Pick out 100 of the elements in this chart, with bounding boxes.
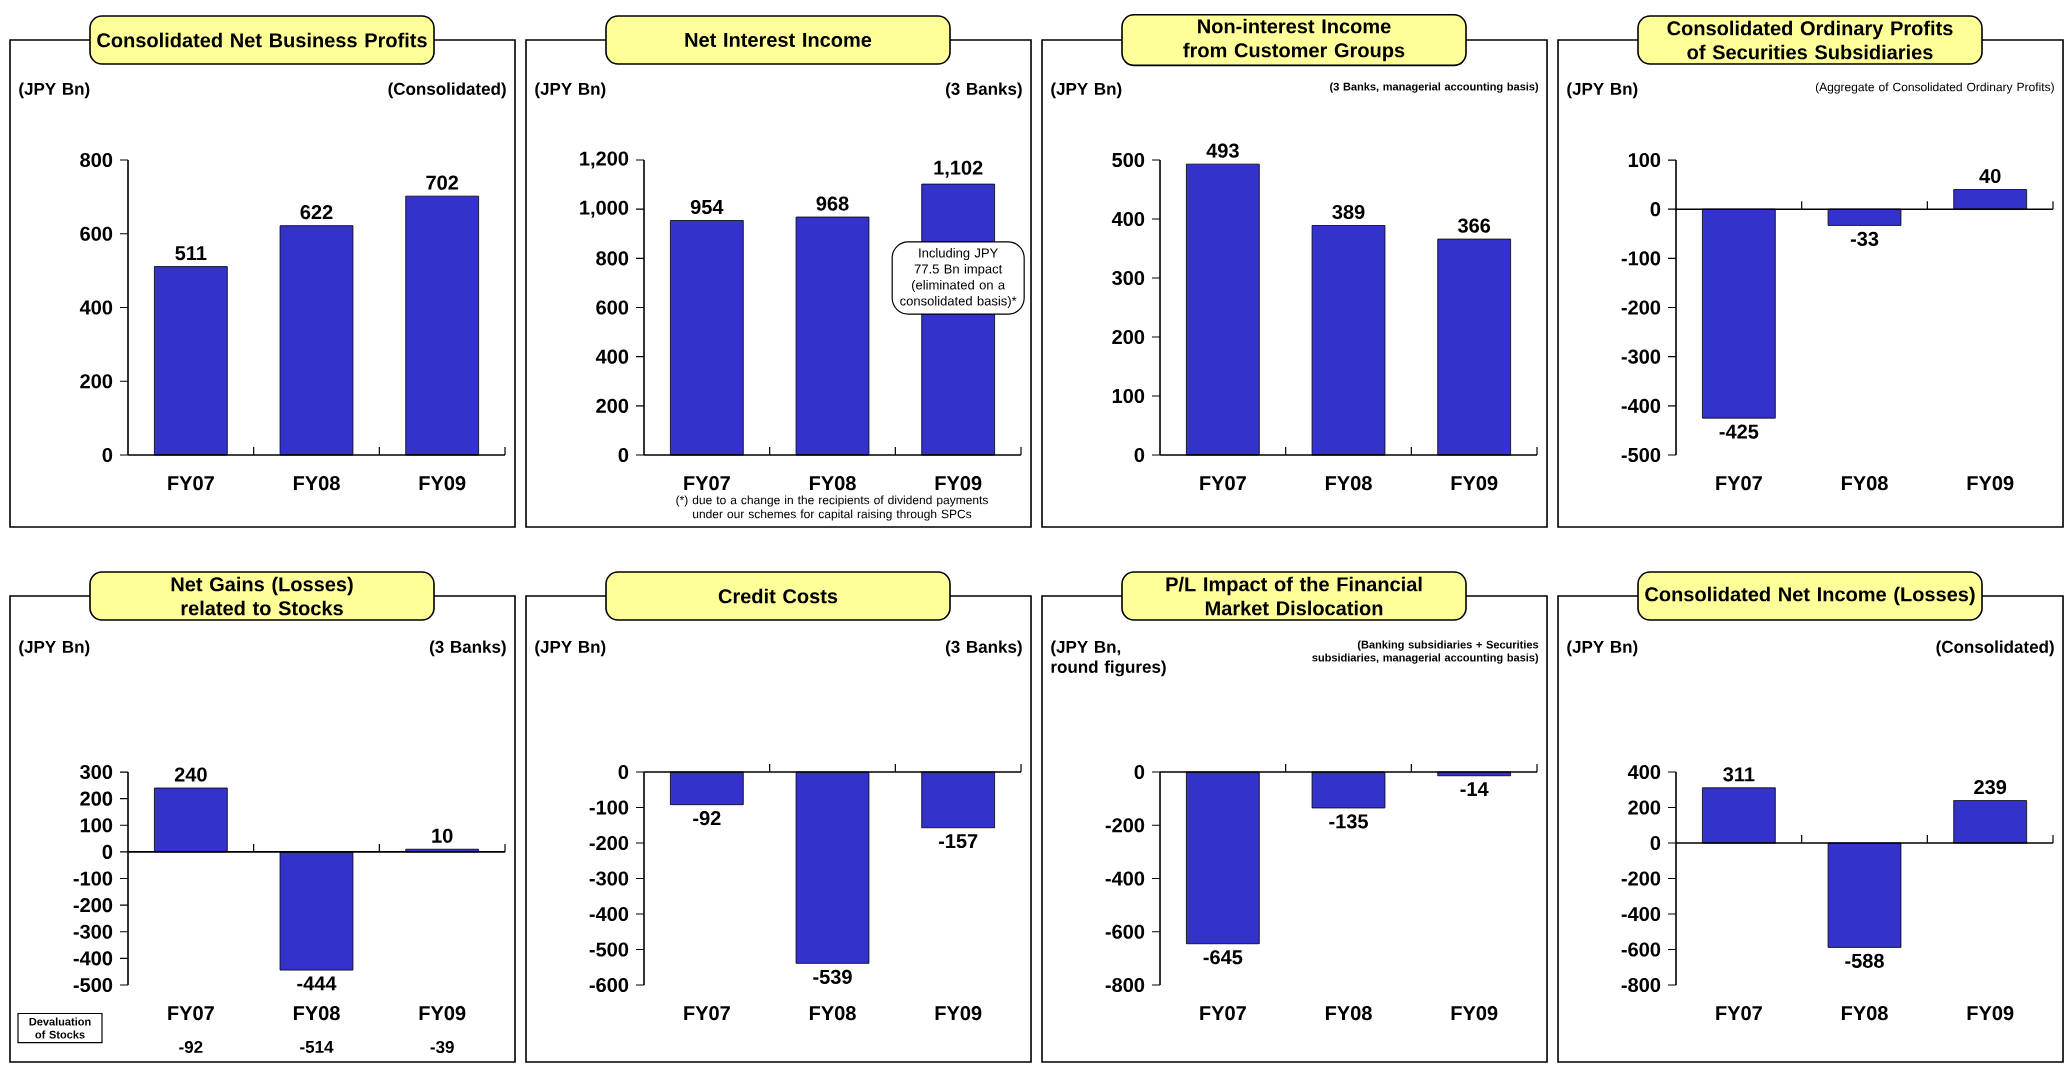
y-tick-label: -300 (589, 871, 629, 886)
chart-title: P/L Impact of the Financial Market Dislocation (1166, 576, 1422, 616)
data-label: -539 (813, 969, 852, 984)
x-tick-label: FY09 (935, 1006, 982, 1021)
chart-title: Consolidated Net Income (Losses) (1645, 586, 1975, 606)
y-tick-label: 400 (79, 300, 113, 315)
text: -39 (430, 1041, 454, 1054)
y-tick-label: -400 (589, 906, 629, 922)
y-tick-label: 800 (596, 251, 629, 266)
y-tick-label: -500 (589, 942, 629, 957)
x-tick-label: FY09 (419, 1006, 466, 1021)
y-axis-title: (JPY Bn) (1567, 640, 1638, 657)
y-tick-label: -400 (1105, 871, 1145, 886)
y-tick-label: -200 (1621, 871, 1661, 886)
data-label: -425 (1719, 424, 1759, 439)
y-tick-label: -500 (1621, 447, 1661, 463)
y-tick-label: -600 (589, 977, 629, 993)
x-tick-label: FY09 (419, 476, 466, 491)
data-label: -33 (1850, 231, 1879, 246)
y-tick-label: 600 (80, 226, 113, 241)
y-tick-label: 200 (1112, 329, 1145, 345)
chart-title: Consolidated Net Business Profits (97, 32, 427, 48)
chart-title: Non-interest Income from Customer Groups (1183, 18, 1405, 62)
y-tick-label: 200 (80, 791, 113, 806)
y-tick-label: 0 (1134, 447, 1145, 463)
chart-title: Consolidated Ordinary Profits of Securities Subsidiaries (1667, 20, 1953, 60)
y-tick-label: -300 (1621, 349, 1661, 364)
data-label: -135 (1329, 814, 1368, 829)
x-tick-label: FY07 (1716, 476, 1762, 491)
y-tick-label: -400 (1621, 906, 1661, 922)
x-tick-label: FY07 (1716, 1006, 1762, 1021)
data-label: -588 (1845, 953, 1884, 968)
y-axis-title: (JPY Bn, round figures) (1051, 640, 1166, 677)
data-label: 10 (432, 828, 453, 843)
x-tick-label: FY07 (684, 1006, 730, 1021)
y-tick-label: 400 (1627, 764, 1661, 780)
data-label: 968 (816, 196, 849, 211)
x-tick-label: FY08 (1841, 476, 1888, 491)
data-label: 622 (300, 205, 333, 220)
y-tick-label: 200 (80, 374, 113, 389)
y-tick-label: -800 (1621, 977, 1661, 993)
x-tick-label: FY09 (1451, 1006, 1498, 1021)
y-tick-label: -300 (73, 924, 113, 939)
y-tick-label: 0 (1134, 764, 1145, 780)
y-tick-label: 0 (102, 844, 113, 859)
x-tick-label: FY09 (1967, 1006, 2014, 1021)
x-tick-label: FY07 (1200, 476, 1246, 491)
y-tick-label: 500 (1112, 152, 1145, 168)
x-tick-label: FY09 (935, 476, 982, 491)
y-tick-label: -200 (1105, 818, 1145, 833)
chart-title: Net Gains (Losses) related to Stocks (171, 576, 353, 616)
data-label: -92 (693, 811, 721, 826)
y-axis-title: (JPY Bn) (1051, 82, 1122, 99)
data-label: 311 (1723, 767, 1755, 782)
y-tick-label: -100 (1621, 251, 1661, 266)
chart-subtitle: (3 Banks, managerial accounting basis) (1330, 82, 1539, 93)
y-axis-title: (JPY Bn) (1567, 82, 1638, 99)
y-tick-label: 100 (1112, 388, 1145, 404)
y-tick-label: 200 (1628, 800, 1661, 815)
y-axis-title: (JPY Bn) (19, 640, 90, 657)
x-tick-label: FY08 (809, 1006, 856, 1021)
chart-title: Credit Costs (718, 588, 838, 604)
chart-subtitle: (3 Banks) (945, 640, 1022, 657)
y-tick-label: 1,200 (580, 151, 629, 169)
data-label: 493 (1206, 143, 1239, 158)
text: -514 (300, 1041, 334, 1053)
y-tick-label: 400 (1111, 211, 1145, 227)
y-tick-label: 200 (596, 398, 629, 413)
data-label: 389 (1332, 204, 1365, 220)
y-tick-label: 400 (595, 349, 629, 364)
x-tick-label: FY08 (293, 476, 340, 491)
y-tick-label: -400 (73, 951, 113, 966)
y-tick-label: -200 (73, 898, 113, 913)
data-label: -645 (1203, 950, 1243, 965)
y-tick-label: -500 (73, 977, 113, 993)
text: (*) due to a change in the recipients of dividend payments under our schemes for capital raising through SPCs (676, 495, 988, 521)
y-axis-title: (JPY Bn) (19, 82, 90, 99)
x-tick-label: FY08 (1325, 476, 1372, 491)
x-tick-label: FY07 (168, 476, 214, 491)
y-tick-label: -100 (73, 871, 113, 886)
y-tick-label: -100 (589, 800, 629, 815)
x-tick-label: FY09 (1451, 476, 1498, 491)
x-tick-label: FY07 (1200, 1006, 1246, 1021)
y-tick-label: 1,000 (580, 200, 629, 218)
chart-subtitle: (Banking subsidiaries + Securities subsidiaries, managerial accounting basis) (1312, 640, 1539, 664)
data-label: 511 (175, 246, 207, 261)
y-tick-label: 100 (1628, 152, 1661, 168)
y-tick-label: 300 (80, 764, 113, 780)
y-tick-label: 600 (596, 300, 629, 315)
data-label: -444 (297, 976, 337, 991)
y-tick-label: -200 (589, 835, 629, 851)
data-label: 702 (426, 175, 459, 190)
x-tick-label: FY08 (809, 476, 856, 491)
y-tick-label: -600 (1621, 942, 1661, 957)
text: -92 (179, 1041, 203, 1054)
data-label: 239 (1974, 780, 2007, 795)
data-label: 1,102 (934, 160, 983, 178)
y-tick-label: 0 (102, 447, 113, 463)
y-tick-label: 0 (1650, 835, 1661, 851)
y-tick-label: 0 (618, 764, 629, 780)
